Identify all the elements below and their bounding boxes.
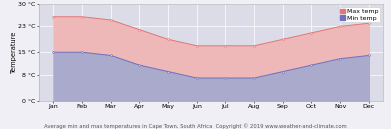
Legend: Max temp, Min temp: Max temp, Min temp xyxy=(339,7,380,22)
Y-axis label: Temperature: Temperature xyxy=(11,31,17,73)
Text: Average min and max temperatures in Cape Town, South Africa  Copyright © 2019 ww: Average min and max temperatures in Cape… xyxy=(44,123,347,129)
